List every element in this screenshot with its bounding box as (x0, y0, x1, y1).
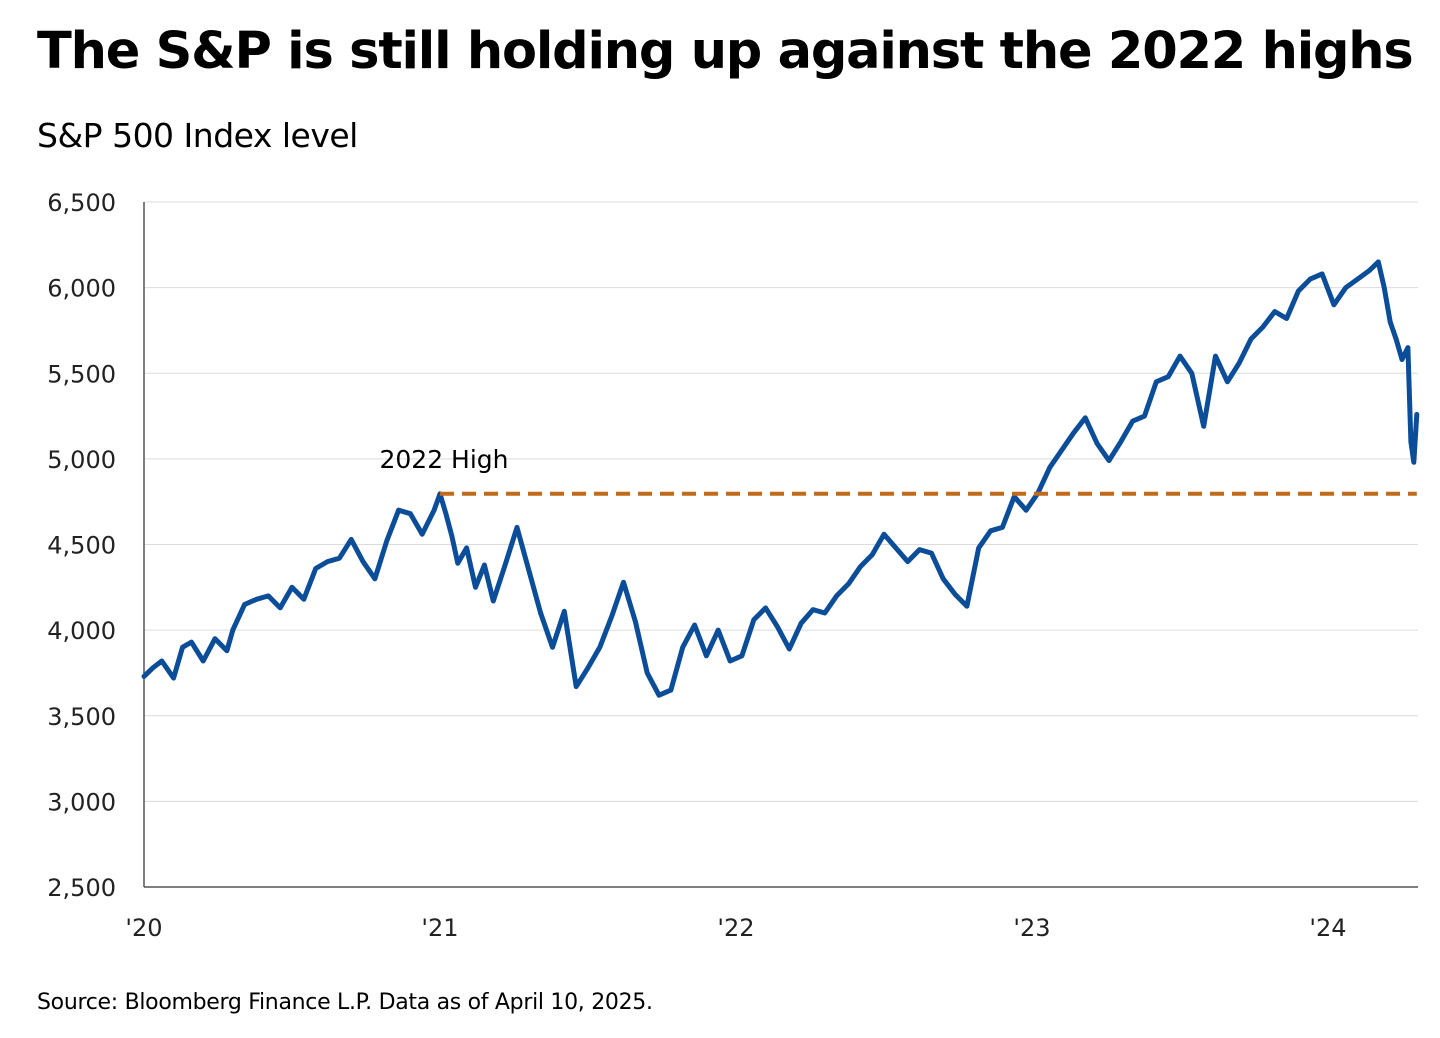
axes (143, 202, 1418, 888)
x-tick-label: '20 (125, 914, 162, 942)
y-tick-label: 2,500 (47, 874, 116, 902)
chart-subtitle: S&P 500 Index level (37, 116, 358, 155)
y-tick-labels: 2,500 3,000 3,500 4,000 4,500 5,000 5,500 6,000… (47, 189, 116, 902)
x-tick-label: '21 (421, 914, 458, 942)
line-chart: 2,500 3,000 3,500 4,000 4,500 5,000 5,500 6,000… (47, 189, 1420, 942)
annotations: 2022 High (379, 445, 508, 474)
y-tick-label: 4,500 (47, 532, 116, 560)
y-tick-label: 4,000 (47, 617, 116, 645)
y-tick-label: 6,000 (47, 275, 116, 303)
gridlines (144, 201, 1418, 802)
chart-title: The S&P is still holding up against the … (37, 22, 1414, 81)
y-tick-label: 5,000 (47, 446, 116, 474)
annotation-2022-high: 2022 High (379, 445, 508, 474)
y-tick-label: 5,500 (47, 360, 116, 388)
x-tick-label: '23 (1013, 914, 1050, 942)
y-tick-label: 3,500 (47, 703, 116, 731)
source-note: Source: Bloomberg Finance L.P. Data as o… (37, 990, 653, 1015)
y-tick-label: 6,500 (47, 189, 116, 217)
y-tick-label: 3,000 (47, 788, 116, 816)
x-tick-labels: '20 '21 '22 '23 '24 (125, 914, 1346, 942)
series-line-sp500 (141, 259, 1420, 698)
x-tick-label: '22 (717, 914, 754, 942)
x-tick-label: '24 (1309, 914, 1346, 942)
series (141, 259, 1420, 698)
